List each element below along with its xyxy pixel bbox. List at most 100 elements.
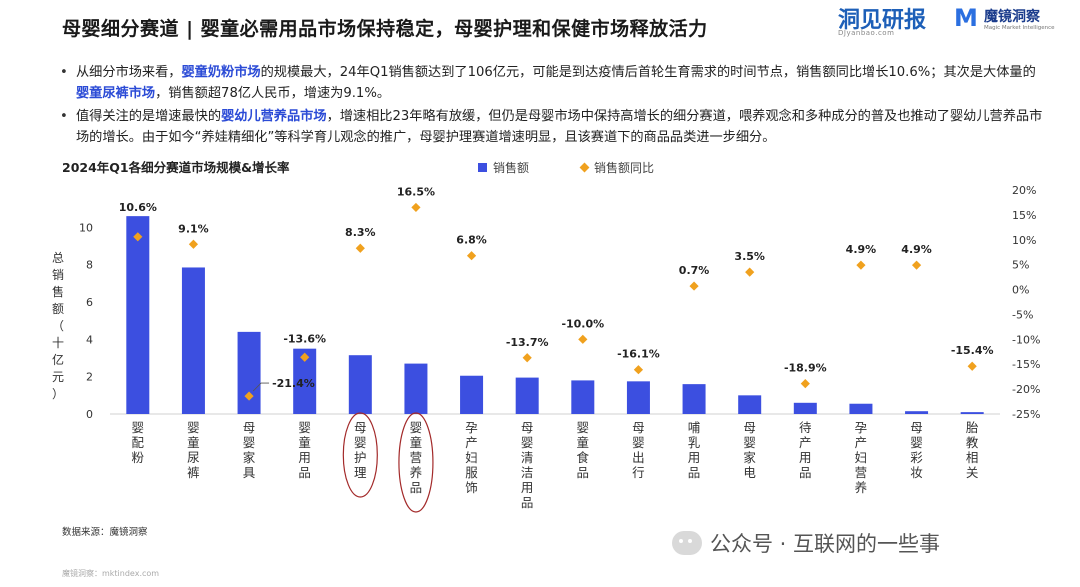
x-tick-label: 哺乳用品	[688, 420, 701, 480]
bar	[460, 375, 484, 414]
growth-value-label: 6.8%	[456, 234, 487, 247]
growth-marker	[967, 361, 977, 371]
highlight-term: 婴童尿裤市场	[76, 86, 156, 101]
bar	[404, 363, 428, 414]
y-tick-label: 2	[86, 371, 93, 384]
growth-value-label: 16.5%	[397, 185, 435, 198]
moji-logo-sub: Magic Market Intelligence	[984, 25, 1055, 31]
wechat-icon	[672, 531, 702, 555]
bullet-text: 的规模最大，24年Q1销售额达到了106亿元，可能是到达疫情后首轮生育需求的时间…	[260, 65, 1036, 80]
legend-label-growth: 销售额同比	[594, 161, 655, 175]
y2-tick-label: -15%	[1012, 358, 1040, 371]
y2-tick-label: 5%	[1012, 259, 1029, 272]
y2-tick-label: 20%	[1012, 184, 1036, 197]
y-axis-label: 总销售额（十亿元）	[52, 251, 64, 401]
x-tick-label: 母婴家电	[743, 420, 756, 480]
y2-tick-label: 0%	[1012, 284, 1029, 297]
x-tick-label: 孕产妇服饰	[465, 420, 478, 495]
bullet-2: 值得关注的是增速最快的婴幼儿营养品市场，增速相比23年略有放缓，但仍是母婴市场中…	[60, 106, 1045, 148]
legend-bar-swatch	[478, 163, 487, 172]
highlight-circle	[398, 412, 434, 513]
logo-group: 洞见研报 DJyanbao.com M 魔镜洞察 Magic Market In…	[838, 2, 1074, 42]
highlight-circle	[342, 412, 378, 498]
data-source: 数据来源：魔镜洞察	[62, 527, 148, 538]
bar	[738, 395, 762, 414]
moji-logo-icon: M	[954, 4, 978, 32]
chart-legend: 销售额 销售额同比	[478, 159, 654, 176]
summary-bullets: 从细分市场来看，婴童奶粉市场的规模最大，24年Q1销售额达到了106亿元，可能是…	[60, 62, 1045, 150]
page-title: 母婴细分赛道 | 婴童必需用品市场保持稳定，母婴护理和保健市场释放活力	[62, 18, 708, 40]
x-tick-label: 婴配粉	[132, 420, 145, 465]
y-tick-label: 4	[86, 333, 93, 346]
legend-item-growth: 销售额同比	[579, 159, 655, 176]
bar	[849, 403, 873, 414]
growth-value-label: 9.1%	[178, 222, 209, 235]
y-tick-label: 6	[86, 296, 93, 309]
legend-item-sales: 销售额	[478, 159, 529, 176]
y2-tick-label: -20%	[1012, 383, 1040, 396]
growth-marker	[411, 202, 421, 213]
x-tick-label: 母婴家具	[243, 420, 256, 480]
growth-marker	[911, 260, 922, 270]
bullet-text: 从细分市场来看，	[76, 65, 182, 80]
growth-marker	[522, 353, 532, 363]
growth-value-label: -18.9%	[784, 362, 827, 375]
y2-tick-label: 15%	[1012, 209, 1036, 222]
bar	[348, 355, 372, 414]
footer-source: 魔镜洞察：mktindex.com	[62, 569, 160, 578]
growth-value-label: -13.7%	[506, 336, 549, 349]
x-tick-label: 婴童食品	[577, 420, 590, 480]
growth-marker	[188, 239, 199, 249]
growth-value-label: -16.1%	[617, 348, 660, 361]
bullet-1: 从细分市场来看，婴童奶粉市场的规模最大，24年Q1销售额达到了106亿元，可能是…	[60, 62, 1045, 104]
growth-value-label: -21.4%	[272, 377, 315, 390]
chart-svg: 0 2 4 6 8 10 总销售额（十亿元） 20% 15% 10% 5% 0% -5% -10% -15%…	[52, 184, 1040, 513]
y2-tick-label: 10%	[1012, 234, 1036, 247]
y-tick-label: 0	[86, 408, 93, 421]
legend-label-sales: 销售额	[493, 161, 530, 175]
x-tick-label: 胎教相关	[966, 420, 979, 480]
bar	[793, 402, 817, 414]
bar	[960, 412, 984, 414]
wechat-watermark: 公众号 · 互联网的一些事	[672, 528, 940, 558]
growth-marker	[355, 243, 365, 253]
growth-value-label: 0.7%	[679, 264, 710, 277]
growth-marker	[466, 251, 477, 261]
x-tick-label: 孕产妇营养	[855, 420, 868, 495]
x-tick-label: 母婴出行	[632, 420, 645, 480]
moji-logo-name: 魔镜洞察	[984, 9, 1040, 25]
y2-tick-label: -25%	[1012, 408, 1040, 421]
growth-marker	[633, 365, 644, 375]
growth-marker	[800, 379, 810, 389]
growth-value-label: 8.3%	[345, 226, 376, 239]
bar	[126, 216, 150, 414]
bar	[181, 267, 205, 414]
bar	[293, 348, 317, 414]
growth-marker	[856, 260, 866, 270]
x-tick-label: 婴童尿裤	[187, 420, 200, 480]
x-tick-label: 母婴护理	[354, 420, 367, 480]
growth-value-label: 10.6%	[119, 201, 157, 214]
growth-marker	[578, 334, 588, 344]
y-tick-label: 8	[86, 259, 93, 272]
bar	[626, 381, 650, 414]
growth-value-label: 4.9%	[846, 243, 877, 256]
bar	[571, 380, 595, 414]
highlight-term: 婴幼儿营养品市场	[221, 109, 327, 124]
bullet-text: ，销售额超78亿人民币，增速为9.1%。	[155, 86, 391, 101]
bar	[515, 377, 539, 414]
x-tick-label: 待产用品	[799, 420, 812, 480]
legend-diamond-swatch	[579, 162, 590, 173]
x-tick-label: 母婴彩妆	[910, 420, 923, 480]
growth-value-label: -13.6%	[283, 333, 326, 346]
bar	[237, 331, 261, 414]
y-tick-label: 10	[79, 221, 93, 234]
bar	[905, 411, 929, 414]
chart-title: 2024年Q1各细分赛道市场规模&增长率	[62, 160, 290, 175]
growth-marker	[133, 232, 143, 242]
growth-marker	[689, 281, 699, 291]
bar	[682, 384, 706, 414]
djyanbao-domain: DJyanbao.com	[838, 29, 895, 37]
growth-value-label: -10.0%	[561, 317, 604, 330]
djyanbao-logo: 洞见研报	[838, 8, 927, 33]
